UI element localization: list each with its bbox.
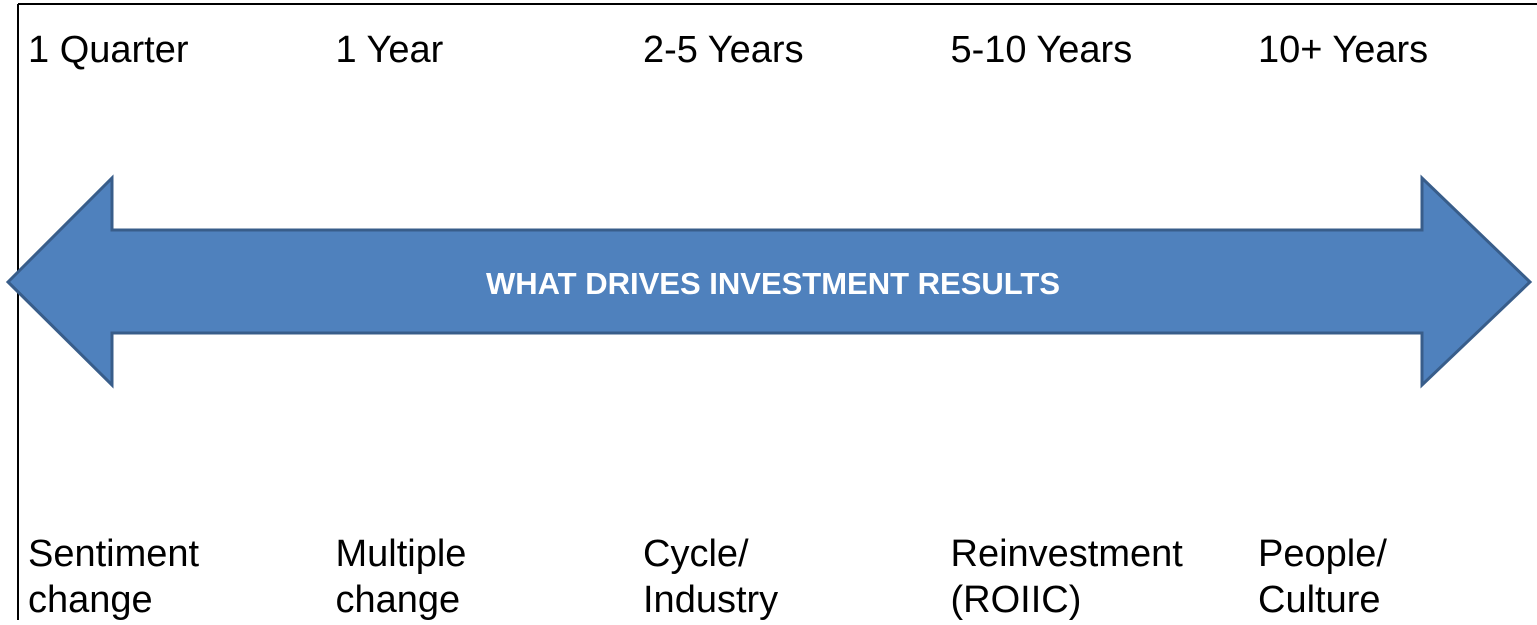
driver-label: Culture — [1258, 579, 1381, 620]
driver-label: Sentiment — [28, 533, 200, 575]
driver-label: Cycle/ — [643, 533, 749, 575]
driver-label: change — [336, 579, 461, 620]
period-label: 10+ Years — [1258, 29, 1428, 71]
driver-label: (ROIIC) — [951, 579, 1082, 620]
driver-label: People/ — [1258, 533, 1387, 575]
period-label: 1 Quarter — [28, 29, 189, 71]
driver-label: Multiple — [336, 533, 467, 575]
driver-label: Reinvestment — [951, 533, 1184, 575]
period-label: 1 Year — [336, 29, 444, 71]
driver-label: Industry — [643, 579, 778, 620]
period-label: 5-10 Years — [951, 29, 1133, 71]
arrow-label: WHAT DRIVES INVESTMENT RESULTS — [486, 266, 1060, 301]
driver-label: change — [28, 579, 153, 620]
double-arrow — [5, 174, 1533, 389]
period-label: 2-5 Years — [643, 29, 804, 71]
